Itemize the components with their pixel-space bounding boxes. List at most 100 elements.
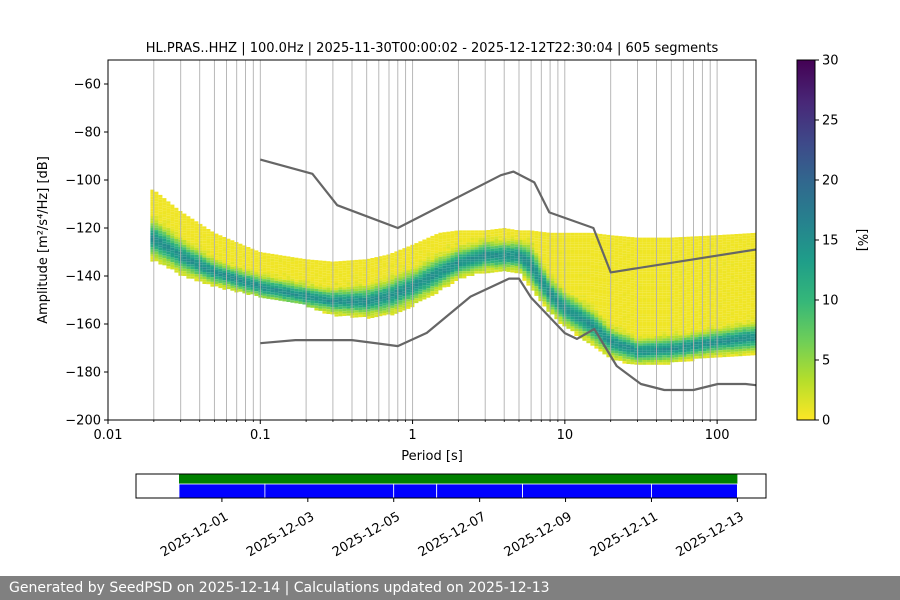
psd-cell [558, 240, 563, 243]
psd-cell [626, 361, 631, 364]
psd-cell [618, 315, 623, 318]
psd-cell [198, 223, 203, 227]
psd-cell [526, 242, 531, 245]
psd-cell [750, 331, 755, 334]
psd-cell [446, 236, 451, 239]
psd-cell [514, 242, 519, 245]
psd-cell [278, 298, 283, 301]
psd-cell [718, 297, 723, 300]
psd-cell [734, 308, 739, 311]
psd-cell [542, 289, 547, 293]
psd-cell [330, 288, 335, 291]
psd-cell [606, 345, 611, 348]
psd-cell [294, 291, 299, 294]
psd-cell [530, 288, 535, 291]
psd-cell [590, 343, 595, 346]
psd-cell [522, 266, 527, 269]
psd-cell [730, 320, 735, 324]
psd-cell [738, 257, 743, 261]
psd-cell [610, 285, 615, 289]
psd-cell [470, 264, 475, 267]
psd-cell [722, 299, 727, 302]
psd-cell [742, 259, 747, 263]
psd-cell [182, 225, 187, 228]
psd-cell [302, 258, 307, 262]
psd-cell [282, 289, 287, 292]
psd-cell [498, 230, 503, 234]
psd-cell [594, 336, 599, 339]
psd-cell [682, 301, 687, 305]
psd-cell [674, 323, 679, 327]
psd-cell [230, 281, 235, 284]
psd-cell [318, 289, 323, 292]
psd-cell [378, 285, 383, 288]
psd-cell [334, 304, 339, 307]
psd-cell [742, 341, 747, 344]
psd-cell [162, 207, 167, 211]
psd-cell [662, 256, 667, 260]
psd-cell [150, 252, 155, 255]
psd-cell [670, 340, 675, 344]
psd-cell [162, 226, 167, 230]
psd-cell [382, 293, 387, 297]
psd-cell [378, 275, 383, 278]
psd-cell [242, 257, 247, 260]
psd-cell [714, 290, 719, 293]
psd-cell [738, 346, 743, 349]
psd-cell [306, 266, 311, 269]
psd-cell [450, 243, 455, 246]
psd-cell [698, 291, 703, 294]
psd-cell [638, 247, 643, 250]
psd-cell [342, 296, 347, 300]
psd-cell [730, 339, 735, 343]
psd-cell [366, 292, 371, 295]
psd-cell [646, 297, 651, 300]
psd-cell [714, 268, 719, 272]
psd-cell [538, 250, 543, 254]
psd-cell [522, 276, 527, 279]
psd-cell [630, 256, 635, 259]
psd-cell [238, 243, 243, 247]
psd-cell [270, 297, 275, 300]
psd-cell [166, 259, 171, 262]
psd-cell [746, 338, 751, 342]
psd-cell [526, 283, 531, 286]
psd-cell [750, 321, 755, 325]
psd-cell [522, 237, 527, 240]
psd-cell [438, 232, 443, 236]
psd-cell [466, 252, 471, 255]
psd-cell [226, 238, 231, 242]
psd-cell [434, 272, 439, 275]
psd-cell [294, 274, 299, 277]
psd-cell [718, 283, 723, 286]
psd-cell [702, 351, 707, 354]
psd-cell [590, 268, 595, 272]
psd-cell [626, 356, 631, 360]
psd-cell [642, 360, 647, 363]
psd-cell [594, 315, 599, 318]
timeline-ticks: 2025-12-01 2025-12-03 2025-12-05 2025-12-07… [158, 498, 747, 560]
psd-cell [750, 309, 755, 313]
psd-cell [750, 350, 755, 353]
psd-cell [754, 288, 756, 291]
psd-cell [206, 233, 211, 237]
psd-cell [646, 266, 651, 269]
psd-cell [190, 221, 195, 224]
psd-cell [326, 268, 331, 271]
psd-cell [702, 243, 707, 246]
psd-cell [522, 230, 527, 233]
psd-cell [266, 294, 271, 297]
psd-cell [750, 333, 755, 337]
psd-cell [706, 343, 711, 347]
psd-cell [498, 242, 503, 246]
psd-cell [574, 326, 579, 329]
psd-cell [442, 270, 447, 273]
psd-cell [690, 325, 695, 328]
psd-cell [682, 332, 687, 336]
psd-cell [358, 276, 363, 279]
psd-cell [634, 263, 639, 267]
psd-cell [578, 333, 583, 336]
psd-cell [270, 292, 275, 295]
psd-cell [754, 235, 756, 238]
